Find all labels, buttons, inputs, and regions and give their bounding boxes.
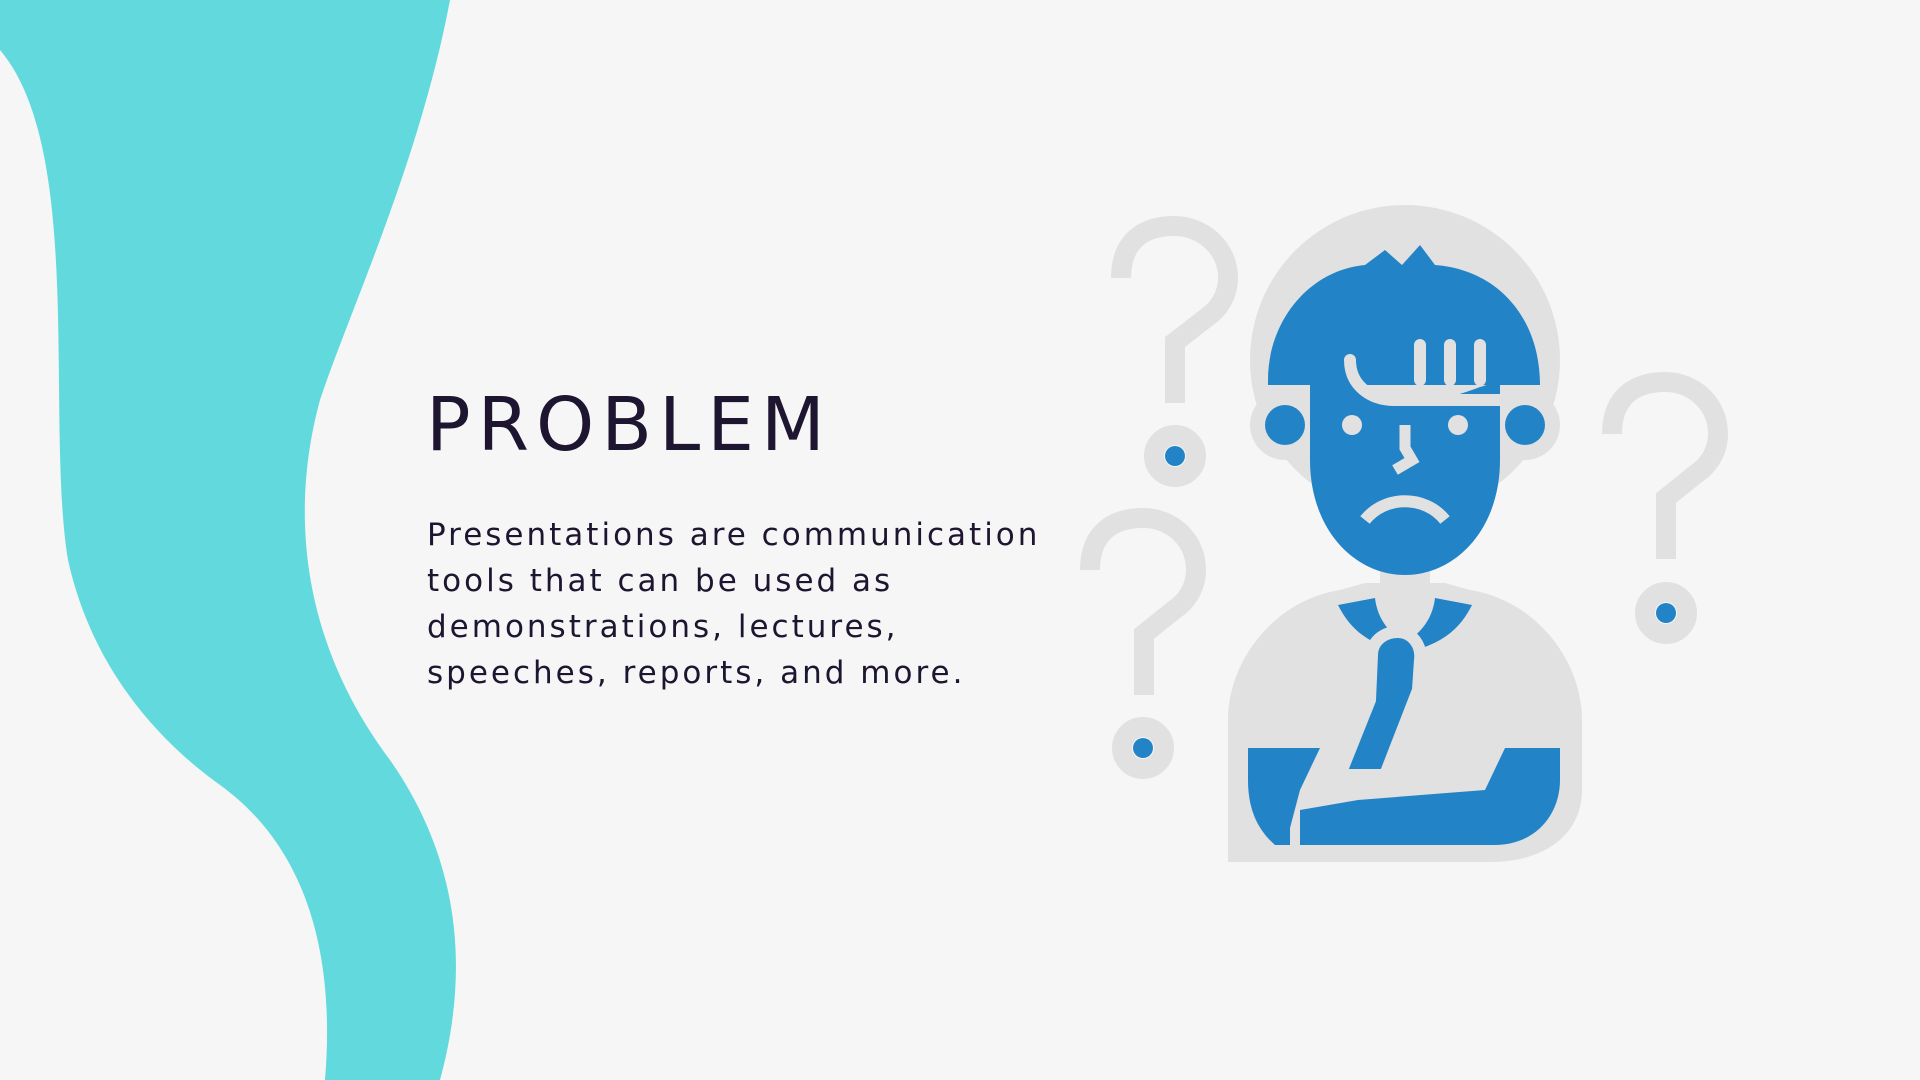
- figure-ear-left-inner: [1265, 405, 1305, 445]
- figure-mouth: [1360, 495, 1450, 525]
- slide-title: PROBLEM: [426, 382, 832, 468]
- wave-shape: [0, 0, 456, 1080]
- slide-body-text: Presentations are communication tools th…: [427, 517, 1041, 691]
- question-mark-icon: [1111, 215, 1239, 487]
- figure-hair: [1268, 245, 1540, 385]
- thinking-person-icon: [1080, 205, 1729, 862]
- question-mark-icon: [1080, 507, 1207, 779]
- figure-fringe: [1344, 339, 1506, 406]
- question-dot: [1656, 603, 1676, 623]
- figure-sleeve-right: [1300, 748, 1560, 845]
- figure-nose: [1392, 425, 1420, 475]
- question-dot: [1133, 738, 1153, 758]
- figure-eye-right: [1448, 415, 1468, 435]
- question-dot: [1165, 446, 1185, 466]
- figure-ear-right-inner: [1505, 405, 1545, 445]
- figure-sleeve-left: [1248, 748, 1320, 845]
- figure-hair-tuft: [1360, 220, 1450, 250]
- figure-arm: [1331, 625, 1427, 781]
- question-mark-icon: [1602, 371, 1729, 644]
- figure-eye-left: [1342, 415, 1362, 435]
